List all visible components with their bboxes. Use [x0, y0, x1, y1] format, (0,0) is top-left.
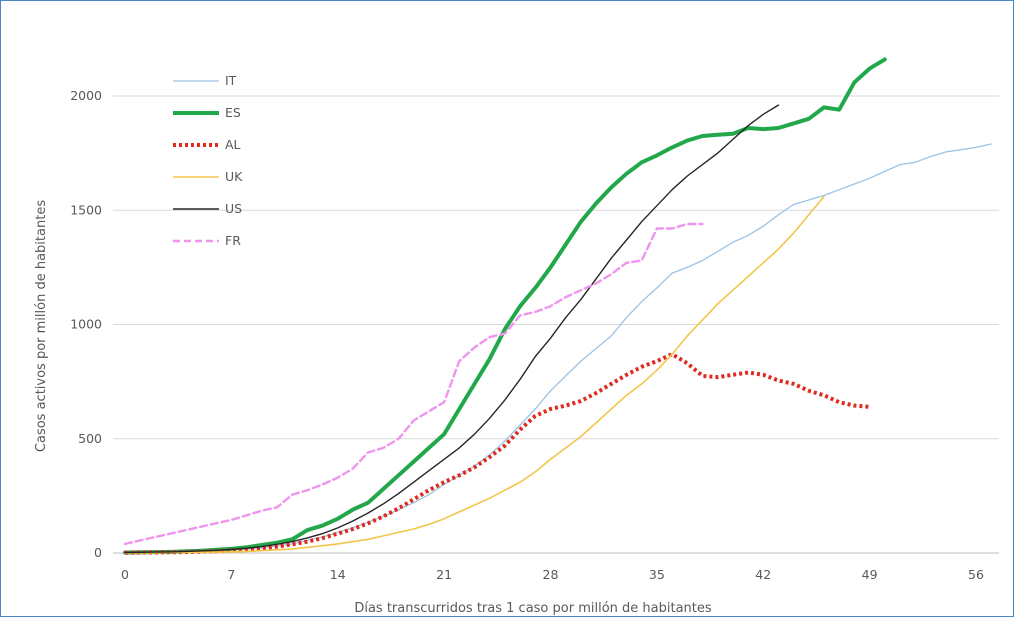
legend-label-al: AL	[225, 137, 241, 152]
x-axis-title: Días transcurridos tras 1 caso por milló…	[354, 601, 712, 616]
series-line-al	[124, 352, 870, 555]
series-line-fr	[123, 222, 704, 546]
y-tick-label: 1000	[70, 317, 102, 332]
series-line-es	[123, 57, 887, 555]
legend-label-uk: UK	[225, 169, 243, 184]
y-tick-label: 2000	[70, 88, 102, 103]
x-tick-label: 7	[227, 567, 235, 582]
x-tick-label: 14	[330, 567, 346, 582]
gridlines	[113, 95, 999, 554]
legend-label-us: US	[225, 201, 242, 216]
legend-label-fr: FR	[225, 233, 241, 248]
x-tick-label: 28	[543, 567, 559, 582]
series-line-uk	[124, 195, 825, 554]
y-tick-label: 1500	[70, 202, 102, 217]
series-line-us	[124, 104, 780, 554]
y-axis-title: Casos activos por millón de habitantes	[34, 200, 49, 452]
x-tick-label: 0	[121, 567, 129, 582]
legend-label-it: IT	[225, 73, 237, 88]
legend: IT ES AL UK US FR	[173, 73, 243, 248]
y-tick-label: 0	[94, 545, 102, 560]
x-tick-label: 49	[862, 567, 878, 582]
series-line-it	[124, 143, 992, 554]
legend-label-es: ES	[225, 105, 241, 120]
x-tick-label: 42	[755, 567, 771, 582]
x-tick-label: 21	[436, 567, 452, 582]
x-tick-labels: 0 7 14 21 28 35 42 49 56	[121, 567, 984, 582]
x-tick-label: 35	[649, 567, 665, 582]
y-tick-label: 500	[78, 431, 102, 446]
x-tick-label: 56	[968, 567, 984, 582]
series-lines	[123, 57, 992, 555]
y-tick-labels: 0 500 1000 1500 2000	[70, 88, 102, 560]
